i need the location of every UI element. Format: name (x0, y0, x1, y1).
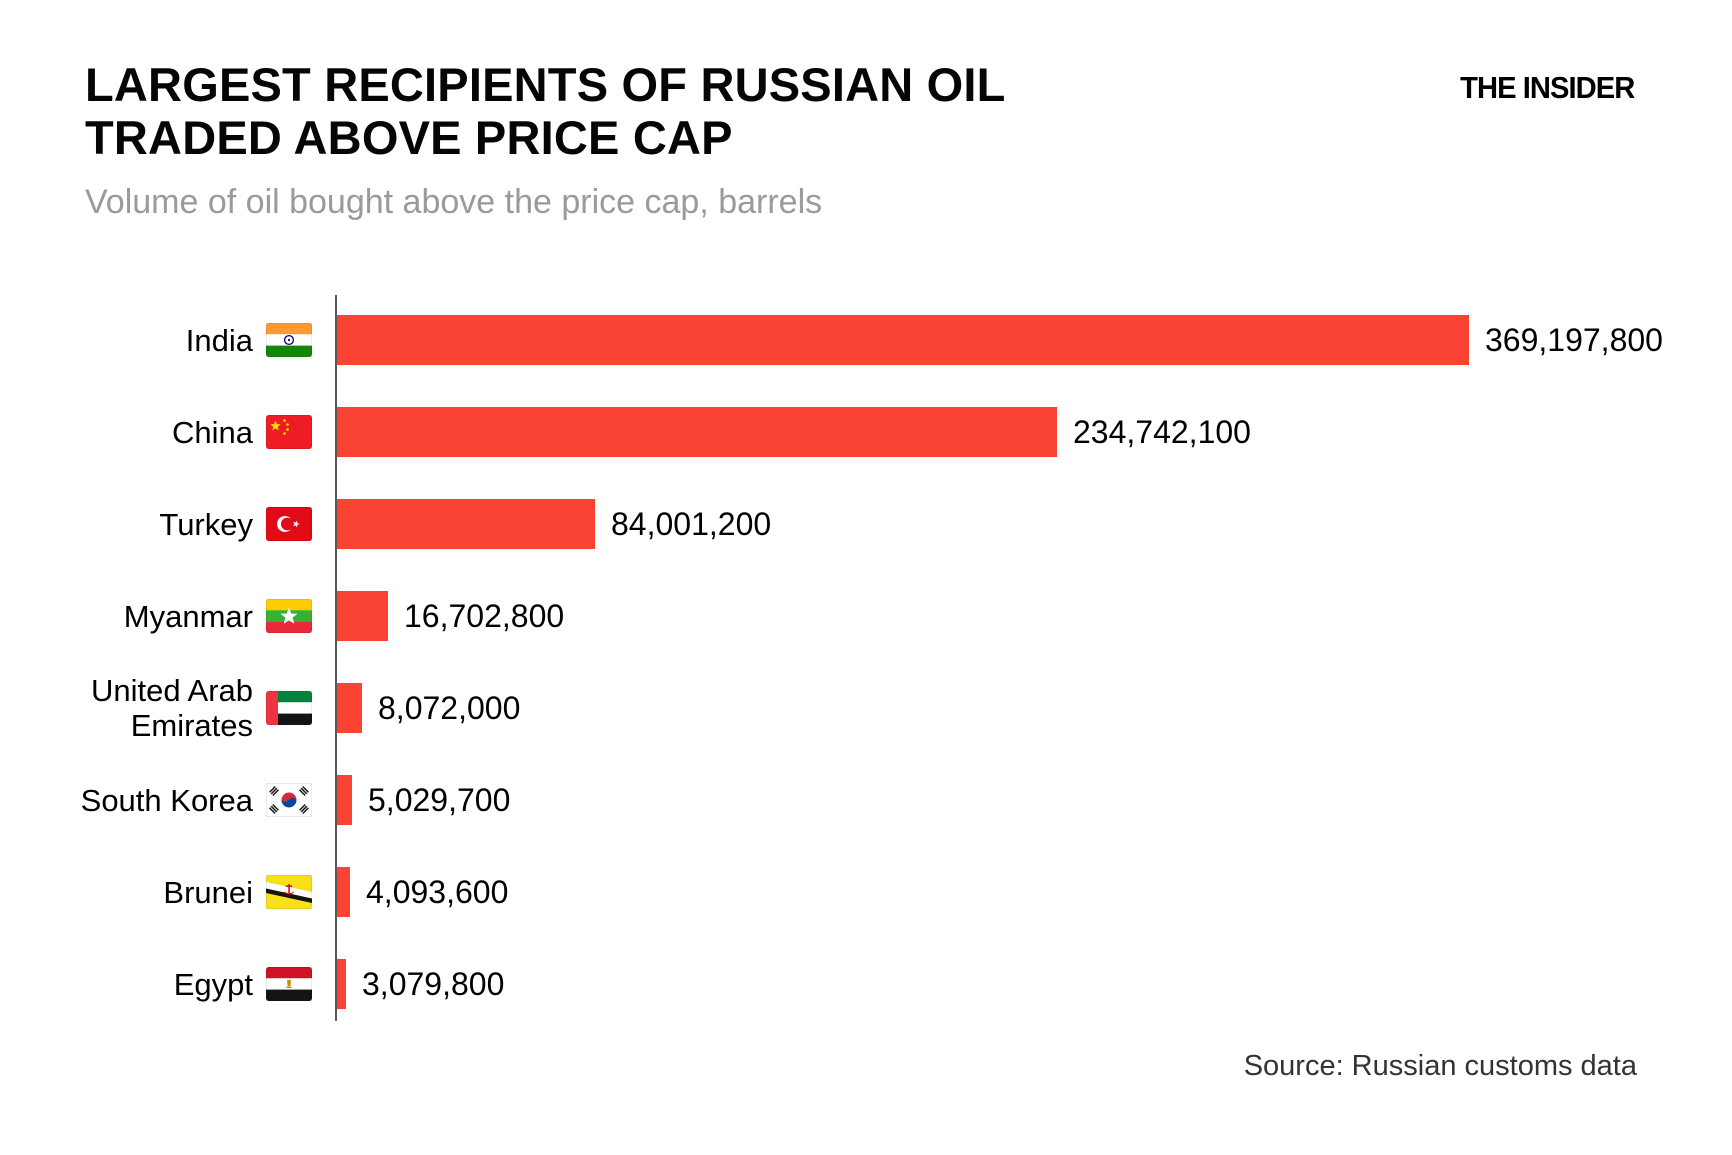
value-label: 3,079,800 (362, 965, 505, 1002)
bar-china (337, 407, 1057, 457)
value-label: 5,029,700 (368, 781, 511, 818)
bar-egypt (337, 959, 346, 1009)
page-title: LARGEST RECIPIENTS OF RUSSIAN OIL TRADED… (85, 58, 1006, 164)
bar-brunei (337, 867, 350, 917)
value-label: 84,001,200 (611, 505, 772, 542)
value-label: 4,093,600 (366, 873, 509, 910)
category-label: Egypt (173, 966, 253, 1002)
chart-row-turkey: Turkey 84,001,200 (0, 478, 1732, 570)
chart-row-egypt: Egypt 3,079,800 (0, 938, 1732, 1030)
source-note: Source: Russian customs data (1243, 1050, 1637, 1082)
category-label: China (172, 414, 253, 450)
value-label: 16,702,800 (404, 597, 565, 634)
bar-turkey (337, 499, 595, 549)
title-line-2: TRADED ABOVE PRICE CAP (85, 111, 733, 164)
south-korea-flag-icon (253, 783, 337, 817)
title-line-1: LARGEST RECIPIENTS OF RUSSIAN OIL (85, 58, 1006, 111)
chart-row-india: India 369,197,800 (0, 294, 1732, 386)
value-label: 8,072,000 (378, 689, 521, 726)
brunei-flag-icon (253, 875, 337, 909)
bar-uae (337, 683, 362, 733)
the-insider-logo: THE INSIDER (1459, 70, 1635, 105)
category-label: India (185, 322, 253, 358)
chart-row-china: China 234,742,100 (0, 386, 1732, 478)
category-label: United Arab Emirates (91, 673, 253, 743)
myanmar-flag-icon (253, 599, 337, 633)
chart-row-myanmar: Myanmar 16,702,800 (0, 570, 1732, 662)
china-flag-icon (253, 415, 337, 449)
turkey-flag-icon (253, 507, 337, 541)
chart-row-brunei: Brunei 4,093,600 (0, 846, 1732, 938)
bar-myanmar (337, 591, 388, 641)
category-label: Brunei (163, 874, 253, 910)
category-label: Myanmar (123, 598, 253, 634)
category-label: South Korea (80, 782, 253, 818)
india-flag-icon (253, 323, 337, 357)
bar-south-korea (337, 775, 352, 825)
y-axis-line (335, 295, 337, 1021)
chart-subtitle: Volume of oil bought above the price cap… (85, 183, 823, 221)
category-label: Turkey (159, 506, 253, 542)
value-label: 369,197,800 (1485, 321, 1663, 358)
egypt-flag-icon (253, 967, 337, 1001)
value-label: 234,742,100 (1073, 413, 1251, 450)
chart-row-uae: United Arab Emirates 8,072,000 (0, 662, 1732, 754)
chart-row-south-korea: South Korea 5,029,700 (0, 754, 1732, 846)
uae-flag-icon (253, 691, 337, 725)
bar-chart: India 369,197,800 China 234,742,100 Turkey 84… (0, 294, 1732, 1030)
bar-india (337, 315, 1469, 365)
